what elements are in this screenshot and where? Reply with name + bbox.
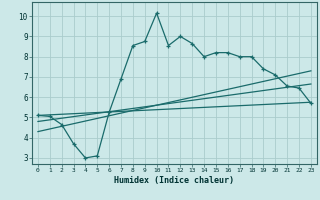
X-axis label: Humidex (Indice chaleur): Humidex (Indice chaleur) <box>115 176 234 185</box>
